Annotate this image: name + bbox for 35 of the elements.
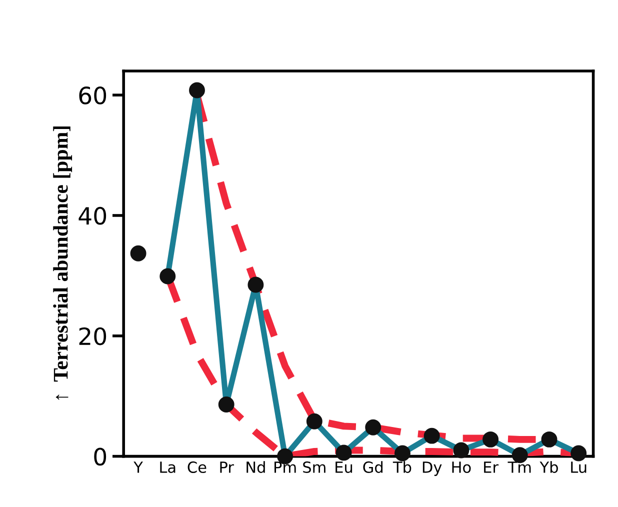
- y-tick-label: 40: [78, 206, 106, 225]
- y-axis-title: ↑ Terrestrial abundance [ppm]: [53, 126, 72, 400]
- point: [130, 245, 146, 262]
- x-tick-label: Dy: [422, 462, 442, 476]
- point: [482, 431, 499, 448]
- point: [189, 82, 205, 98]
- point: [453, 442, 470, 458]
- x-tick-label: Er: [484, 462, 499, 473]
- x-tick-label: Yb: [540, 461, 558, 473]
- point: [424, 428, 440, 444]
- point: [248, 276, 264, 293]
- x-tick-label: Ce: [188, 461, 206, 473]
- y-tick-label: 60: [79, 86, 106, 104]
- point: [541, 431, 558, 448]
- point: [570, 445, 587, 462]
- point: [160, 268, 176, 284]
- x-tick-label: Pr: [220, 462, 234, 473]
- x-tick-label: Nd: [246, 461, 265, 473]
- y-tick-label: 0: [94, 448, 106, 466]
- point: [218, 396, 234, 412]
- x-tick-label: Eu: [336, 462, 352, 473]
- y-tick-label: 20: [79, 327, 106, 346]
- point: [306, 413, 322, 430]
- point: [365, 419, 382, 436]
- x-tick-label: La: [160, 462, 176, 473]
- x-tick-label: Gd: [363, 461, 382, 473]
- x-tick-label: Tb: [392, 461, 412, 473]
- point: [394, 445, 410, 462]
- point: [336, 444, 352, 461]
- x-tick-label: Y: [134, 462, 143, 473]
- x-tick-label: Lu: [571, 462, 586, 473]
- x-tick-label: Tm: [508, 462, 531, 473]
- x-tick-label: Ho: [452, 462, 471, 473]
- x-tick-label: Pm: [274, 462, 296, 473]
- x-tick-label: Sm: [303, 461, 326, 473]
